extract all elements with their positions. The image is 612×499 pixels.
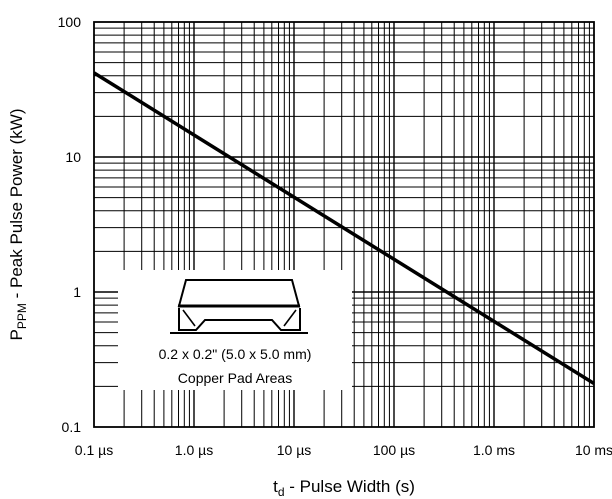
x-axis-title-rest: - Pulse Width (s) [285,477,415,496]
x-tick-label: 10 µs [277,442,312,458]
y-axis-title-rest: - Peak Pulse Power (kW) [7,109,26,304]
y-tick-labels: 0.1 1 10 100 [58,14,82,435]
x-tick-labels: 0.1 µs 1.0 µs 10 µs 100 µs 1.0 ms 10 ms [75,442,612,458]
x-tick-label: 10 ms [575,442,612,458]
inset-label-line-2: Copper Pad Areas [178,370,292,386]
x-axis-title: td - Pulse Width (s) [273,477,415,499]
package-top [177,279,301,307]
series-line [93,71,595,385]
y-tick-label: 100 [58,14,82,30]
smd-package-on-copper-pad-icon [168,270,308,344]
x-axis-title-sub: d [278,485,285,499]
x-axis-title-main: t [273,477,278,496]
plot-frame [93,21,595,428]
x-tick-label: 0.1 µs [75,442,113,458]
y-tick-label: 0.1 [62,419,82,435]
package-leads [178,308,301,331]
y-axis-title-sub: PPM [15,303,29,329]
y-tick-label: 1 [73,284,81,300]
x-tick-label: 1.0 µs [175,442,213,458]
y-axis-title: PPPM - Peak Pulse Power (kW) [7,109,29,341]
x-tick-label: 1.0 ms [473,442,515,458]
inset-label-line-1: 0.2 x 0.2" (5.0 x 5.0 mm) [159,346,312,362]
y-axis-title-main: P [7,329,26,340]
y-tick-label: 10 [65,149,81,165]
lead-bend [182,309,297,327]
x-tick-label: 100 µs [373,442,415,458]
